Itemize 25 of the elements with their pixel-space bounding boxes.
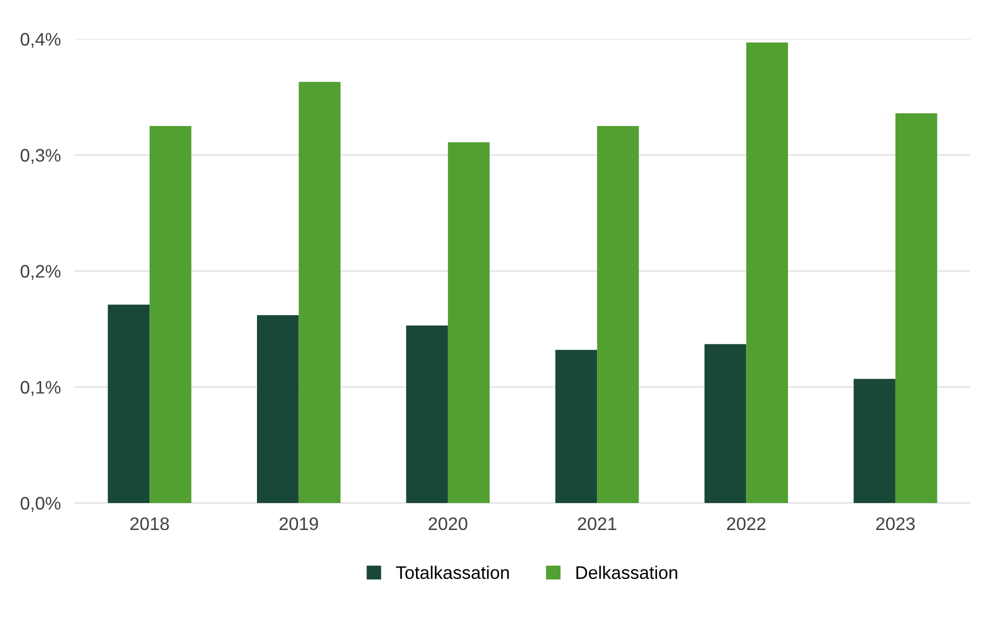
bar (406, 326, 448, 503)
bar (150, 126, 192, 503)
bar (256, 315, 299, 503)
y-tick-label: 0,2% (20, 264, 60, 280)
x-tick-label: 2023 (876, 517, 915, 530)
y-tick-label: 0,3% (20, 148, 60, 164)
y-tick-label: 0,0% (20, 496, 60, 512)
bar (704, 344, 746, 503)
bar (448, 142, 490, 503)
bar (298, 82, 341, 503)
x-tick-label: 2021 (578, 517, 616, 530)
x-tick-label: 2018 (130, 517, 169, 530)
legend-label: Totalkassation (396, 566, 509, 580)
y-tick-label: 0,4% (20, 32, 60, 48)
y-tick-label: 0,1% (20, 380, 60, 396)
bar (746, 42, 788, 503)
bar (108, 304, 150, 503)
bar (555, 350, 598, 503)
bar (597, 126, 639, 503)
bar (895, 113, 938, 503)
x-tick-label: 2019 (280, 517, 318, 530)
x-tick-label: 2020 (428, 517, 468, 530)
bar (854, 378, 896, 503)
x-tick-label: 2022 (727, 517, 766, 530)
legend-label: Delkassation (576, 566, 678, 580)
